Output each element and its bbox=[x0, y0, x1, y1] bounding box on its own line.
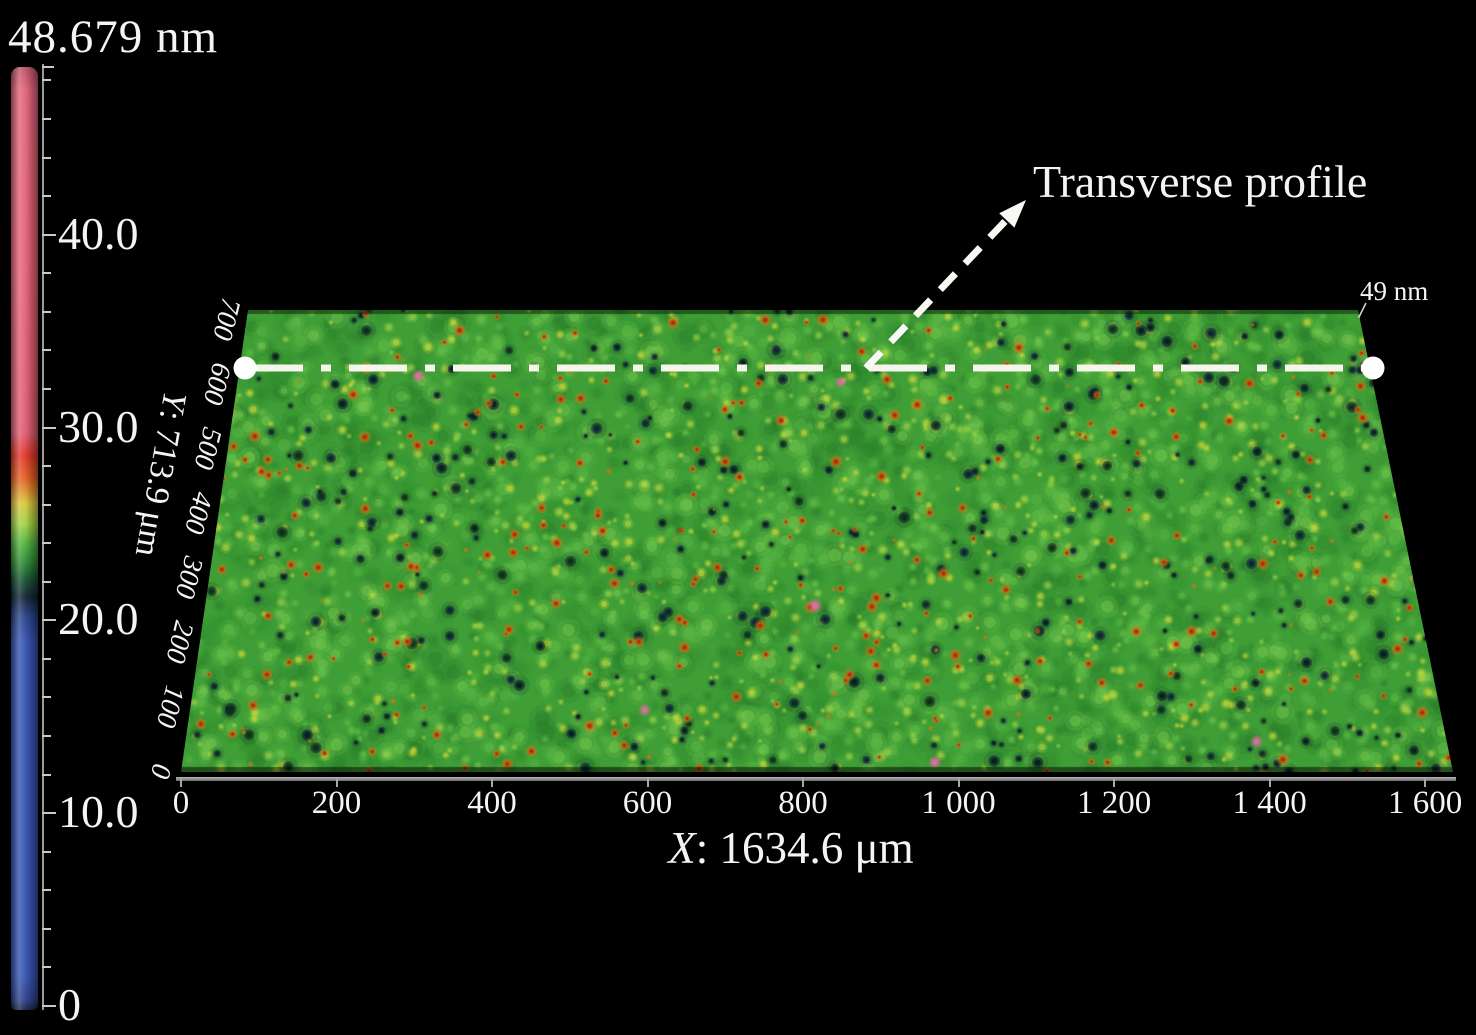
colorbar-tick bbox=[42, 465, 51, 468]
x-axis-tick-label: 800 bbox=[778, 785, 828, 821]
colorbar-tick bbox=[42, 1005, 56, 1007]
colorbar-tick-label: 20.0 bbox=[58, 593, 139, 645]
x-axis-tick-label: 0 bbox=[172, 785, 190, 821]
colorbar-tick bbox=[42, 696, 51, 699]
colorbar-tick bbox=[42, 927, 51, 930]
colorbar-tick bbox=[42, 773, 51, 776]
colorbar-tick bbox=[42, 426, 56, 429]
y-axis-tick-label: 300 bbox=[168, 553, 209, 602]
colorbar-tick bbox=[42, 735, 51, 738]
colorbar-tick bbox=[42, 889, 51, 892]
profile-endpoint-value: 49 nm bbox=[1360, 276, 1429, 306]
y-axis-tick-label: 600 bbox=[196, 359, 237, 408]
x-axis-tick-label: 1 400 bbox=[1232, 785, 1307, 821]
x-axis-tick-label: 600 bbox=[622, 785, 673, 821]
colorbar-gradient bbox=[11, 67, 38, 1010]
x-axis-tick bbox=[491, 778, 494, 787]
colorbar-tick bbox=[42, 812, 56, 815]
colorbar-axis-line bbox=[42, 64, 44, 1010]
colorbar-tick bbox=[42, 850, 51, 853]
x-axis-tick bbox=[1113, 778, 1116, 787]
x-axis-tick-label: 1 600 bbox=[1387, 785, 1463, 821]
y-axis-tick-label: 200 bbox=[159, 617, 200, 667]
x-axis-title: X: 1634.6 μm bbox=[668, 826, 913, 871]
colorbar-max-label: 48.679 nm bbox=[8, 11, 219, 63]
x-axis-tick-label: 1 000 bbox=[921, 785, 996, 821]
colorbar-tick bbox=[42, 272, 51, 275]
colorbar-tick bbox=[42, 542, 51, 545]
colorbar-tick bbox=[42, 310, 51, 313]
y-axis-tick-label: 700 bbox=[206, 294, 247, 344]
colorbar-tick-label: 40.0 bbox=[58, 207, 139, 259]
colorbar-tick bbox=[42, 195, 51, 198]
y-axis-tick-label: 0 bbox=[143, 760, 178, 782]
profile-arrow-head-icon bbox=[999, 200, 1026, 228]
x-axis-tick-label: 1 200 bbox=[1076, 785, 1152, 821]
x-axis-tick bbox=[1268, 778, 1271, 787]
x-axis-tick bbox=[335, 778, 338, 787]
colorbar-tick bbox=[42, 619, 56, 622]
x-axis-tick bbox=[180, 778, 182, 787]
x-axis-line bbox=[176, 777, 1456, 781]
y-axis-tick-label: 100 bbox=[149, 682, 190, 731]
x-axis-tick bbox=[957, 778, 960, 787]
colorbar-tick-label: 10.0 bbox=[58, 786, 139, 838]
colorbar-tick bbox=[42, 503, 51, 506]
colorbar-tick bbox=[42, 580, 51, 583]
colorbar-tick bbox=[42, 233, 56, 236]
x-axis-letter: X bbox=[668, 823, 696, 873]
y-axis-tick-label: 500 bbox=[187, 424, 228, 473]
colorbar-tick bbox=[42, 966, 51, 969]
x-axis-extent: : 1634.6 μm bbox=[695, 823, 914, 873]
colorbar-tick bbox=[42, 66, 54, 69]
colorbar-tick-label: 30.0 bbox=[58, 400, 139, 452]
x-axis-tick bbox=[1424, 778, 1427, 787]
profile-line-label: Transverse profile bbox=[1033, 156, 1368, 207]
colorbar-tick bbox=[42, 79, 51, 82]
colorbar-tick bbox=[42, 156, 51, 159]
colorbar-tick bbox=[42, 117, 51, 120]
y-axis-tick-label: 400 bbox=[177, 488, 219, 537]
x-axis-tick bbox=[802, 778, 805, 787]
x-axis-tick-label: 200 bbox=[311, 785, 362, 821]
x-axis-tick bbox=[646, 778, 649, 787]
colorbar-tick bbox=[42, 387, 51, 390]
colorbar-tick bbox=[42, 657, 51, 660]
surface-heightmap bbox=[181, 310, 1453, 772]
x-axis-tick-label: 400 bbox=[467, 785, 517, 821]
colorbar-tick-label: 0 bbox=[58, 979, 81, 1030]
colorbar-tick bbox=[42, 349, 51, 352]
